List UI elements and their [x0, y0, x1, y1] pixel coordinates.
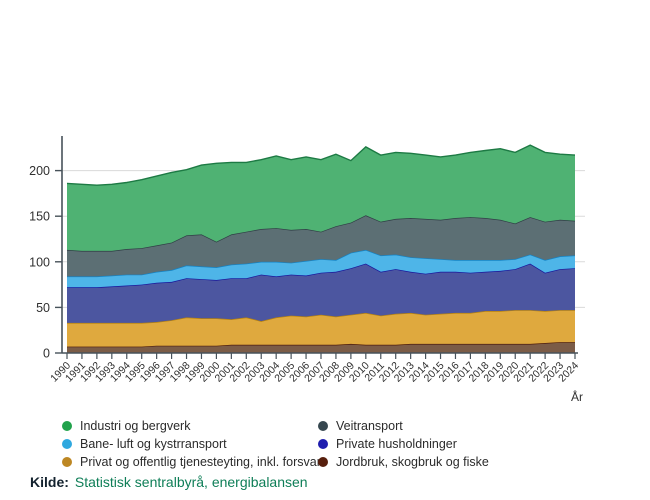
area-Private husholdninger	[67, 263, 575, 323]
legend-label: Veitransport	[336, 419, 403, 433]
x-axis-title: År	[571, 389, 583, 404]
area-Industri og bergverk	[67, 145, 575, 251]
area-Privat og offentlig tjenesteyting, inkl. forsvar	[67, 310, 575, 347]
legend-label: Privat og offentlig tjenesteyting, inkl.…	[80, 455, 321, 469]
legend-marker-icon	[318, 457, 328, 467]
legend-marker-icon	[318, 439, 328, 449]
legend: Industri og bergverk Bane- luft og kystrr…	[62, 419, 489, 469]
stacked-area-chart: 0501001502001990199119921993199419951996…	[29, 136, 585, 404]
legend-marker-icon	[62, 439, 72, 449]
legend-item[interactable]: Industri og bergverk	[62, 419, 318, 433]
y-tick-label: 50	[36, 301, 50, 315]
legend-label: Private husholdninger	[336, 437, 457, 451]
y-tick-label: 100	[29, 255, 50, 269]
legend-item[interactable]: Private husholdninger	[318, 437, 489, 451]
legend-column-1: Industri og bergverk Bane- luft og kystrr…	[62, 419, 321, 469]
area-Veitransport	[67, 215, 575, 277]
area-Bane- luft og kystrransport	[67, 249, 575, 288]
legend-label: Bane- luft og kystrransport	[80, 437, 227, 451]
legend-marker-icon	[318, 421, 328, 431]
legend-item[interactable]: Jordbruk, skogbruk og fiske	[318, 455, 489, 469]
y-tick-label: 0	[43, 347, 50, 361]
legend-column-2: Veitransport Private husholdninger Jordbru…	[318, 419, 489, 469]
legend-marker-icon	[62, 457, 72, 467]
source-label: Kilde:	[30, 474, 69, 490]
legend-item[interactable]: Bane- luft og kystrransport	[62, 437, 318, 451]
area-Jordbruk, skogbruk og fiske	[67, 342, 575, 353]
source-link[interactable]: Statistisk sentralbyrå, energibalansen	[74, 474, 308, 490]
legend-item[interactable]: Veitransport	[318, 419, 489, 433]
legend-item[interactable]: Privat og offentlig tjenesteyting, inkl.…	[62, 455, 321, 469]
y-tick-label: 150	[29, 210, 50, 224]
y-tick-label: 200	[29, 164, 50, 178]
source-line: Kilde: Statistisk sentralbyrå, energibala…	[30, 474, 308, 490]
legend-marker-icon	[62, 421, 72, 431]
legend-label: Industri og bergverk	[80, 419, 191, 433]
legend-label: Jordbruk, skogbruk og fiske	[336, 455, 489, 469]
border-Industri og bergverk	[66, 144, 576, 186]
